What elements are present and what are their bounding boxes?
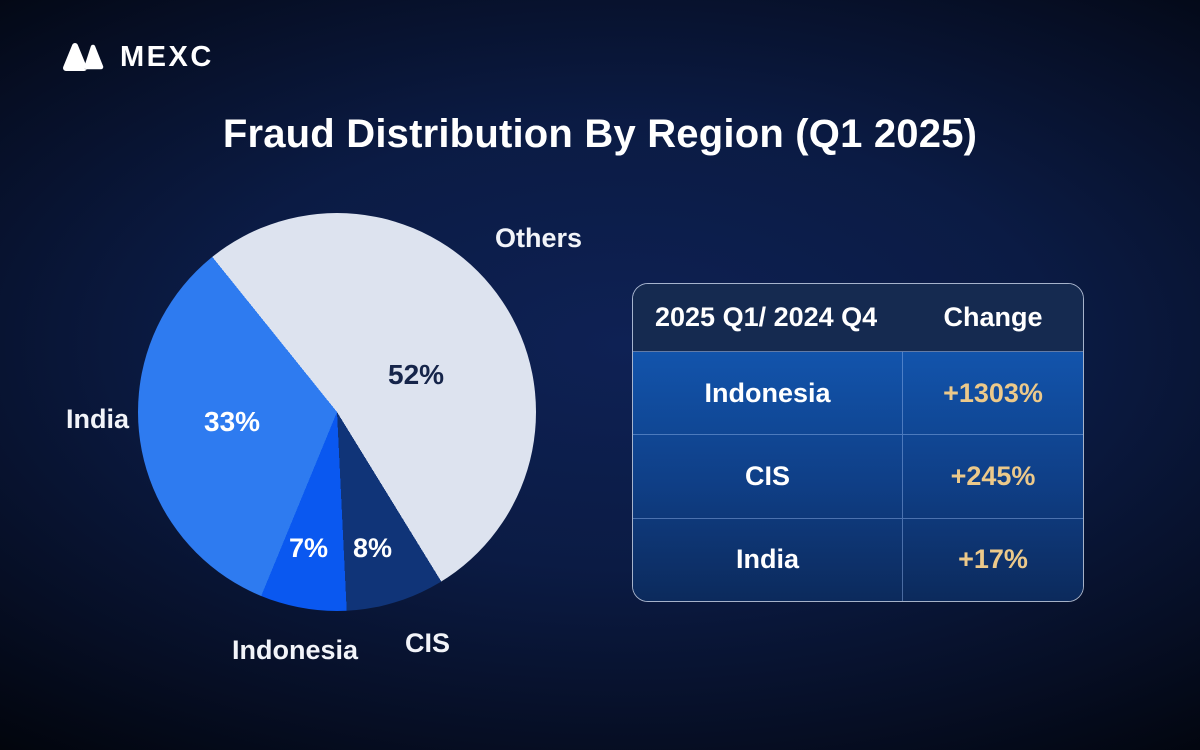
table-header-change: Change (943, 302, 1043, 332)
table-header-period: 2025 Q1/ 2024 Q4 (655, 302, 878, 332)
table-header-row: 2025 Q1/ 2024 Q4 Change (633, 284, 1083, 352)
table-body: Indonesia +1303% CIS +245% India +17% (633, 352, 1083, 601)
change-table: 2025 Q1/ 2024 Q4 Change Indonesia +1303%… (632, 283, 1084, 602)
change-cell: +1303% (943, 377, 1043, 408)
table-row: Indonesia +1303% (633, 352, 1083, 436)
change-cell: +245% (950, 460, 1036, 491)
pie-value-india: 33% (204, 406, 261, 437)
brand-logo: MEXC (62, 40, 214, 74)
pie-label-others: Others (495, 223, 583, 253)
pie-chart (138, 213, 536, 611)
change-cell: +17% (958, 544, 1028, 575)
brand-name: MEXC (120, 40, 214, 73)
region-cell: Indonesia (633, 352, 903, 435)
region-cell: CIS (633, 435, 903, 518)
region-cell: India (633, 518, 903, 601)
table-row: India +17% (633, 518, 1083, 601)
pie-value-cis: 8% (353, 533, 393, 563)
page-title: Fraud Distribution By Region (Q1 2025) (222, 112, 978, 156)
pie-label-cis: CIS (405, 628, 451, 658)
pie-value-indonesia: 7% (289, 533, 329, 563)
pie-label-indonesia: Indonesia (232, 635, 359, 665)
pie-label-india: India (66, 404, 130, 434)
mexc-logo-icon (63, 43, 104, 71)
pie-value-others: 52% (388, 359, 445, 390)
table-row: CIS +245% (633, 435, 1083, 519)
